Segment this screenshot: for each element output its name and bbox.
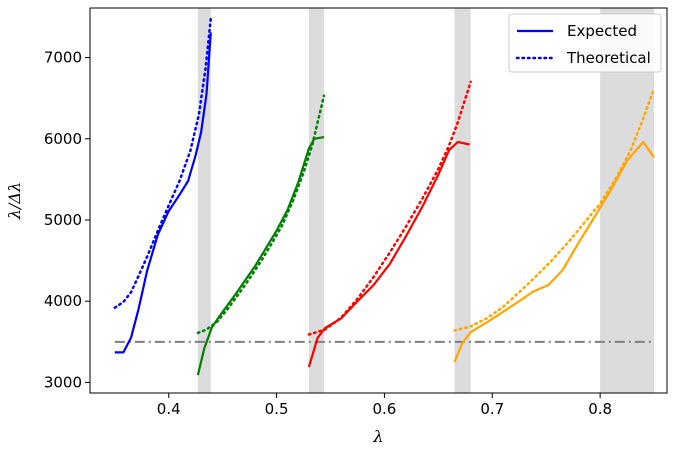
- shaded-band-1: [308, 8, 325, 393]
- green-theoretical-line: [196, 94, 326, 335]
- green-expected-line: [196, 136, 325, 376]
- x-tick-label-1: 0.5: [265, 400, 289, 418]
- x-axis-label: λ: [372, 427, 383, 446]
- x-tick-label-4: 0.8: [588, 400, 612, 418]
- ticks-layer: 0.4 0.5 0.6 0.7 0.8 3000 4000 5000 6000 7000: [44, 49, 612, 418]
- y-tick-label-4: 7000: [44, 49, 82, 67]
- red-expected-line: [307, 140, 470, 368]
- legend-expected-label: Expected: [567, 22, 637, 40]
- y-axis-label: λ/Δλ: [5, 182, 24, 220]
- legend-theoretical-label: Theoretical: [566, 49, 651, 67]
- y-tick-label-2: 5000: [44, 211, 82, 229]
- legend: Expected Theoretical: [508, 13, 662, 73]
- x-tick-label-2: 0.6: [373, 400, 397, 418]
- shaded-band-2: [454, 8, 471, 393]
- orange-theoretical-line: [453, 87, 656, 332]
- y-tick-label-3: 6000: [44, 130, 82, 148]
- y-tick-label-0: 3000: [44, 373, 82, 391]
- orange-expected-line: [453, 140, 656, 363]
- series-layer: [113, 17, 656, 376]
- x-tick-label-0: 0.4: [157, 400, 181, 418]
- shaded-band-0: [197, 8, 211, 393]
- blue-theoretical-line: [113, 17, 213, 309]
- red-theoretical-line: [307, 80, 472, 336]
- blue-expected-line: [114, 32, 212, 354]
- y-tick-label-1: 4000: [44, 292, 82, 310]
- x-tick-label-3: 0.7: [480, 400, 504, 418]
- plot-frame: [89, 7, 668, 394]
